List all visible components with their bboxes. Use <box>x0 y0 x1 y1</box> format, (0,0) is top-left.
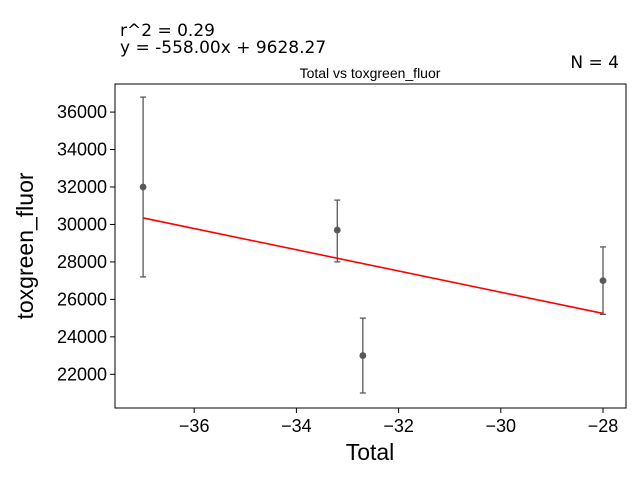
y-tick-label: 22000 <box>57 364 107 384</box>
r-squared-annotation: r^2 = 0.29 <box>120 21 215 41</box>
y-tick-label: 26000 <box>57 289 107 309</box>
y-axis-label: toxgreen_fluor <box>12 172 38 319</box>
x-tick-label: −30 <box>486 416 517 436</box>
data-point <box>599 277 607 285</box>
y-tick-label: 24000 <box>57 327 107 347</box>
y-tick-label: 34000 <box>57 140 107 160</box>
sample-count-annotation: N = 4 <box>570 53 619 73</box>
regression-line <box>142 217 604 315</box>
x-tick-label: −34 <box>281 416 312 436</box>
x-axis-label: Total <box>346 439 395 465</box>
x-tick-label: −28 <box>588 416 619 436</box>
plot-frame <box>114 83 627 409</box>
x-tick-label: −36 <box>179 416 210 436</box>
data-point <box>139 183 147 191</box>
y-tick-label: 32000 <box>57 177 107 197</box>
y-tick-label: 30000 <box>57 214 107 234</box>
equation-annotation: y = -558.00x + 9628.27 <box>120 38 326 58</box>
data-point <box>333 226 341 234</box>
data-point <box>359 352 367 359</box>
x-tick-label: −32 <box>383 416 414 436</box>
y-tick-label: 36000 <box>57 102 107 122</box>
y-tick-label: 28000 <box>57 252 107 272</box>
plot-area: −36 −34 −32 −30 −28 22000 24000 26000 28000 30000… <box>57 83 627 436</box>
chart-title: Total vs toxgreen_fluor <box>300 65 441 81</box>
